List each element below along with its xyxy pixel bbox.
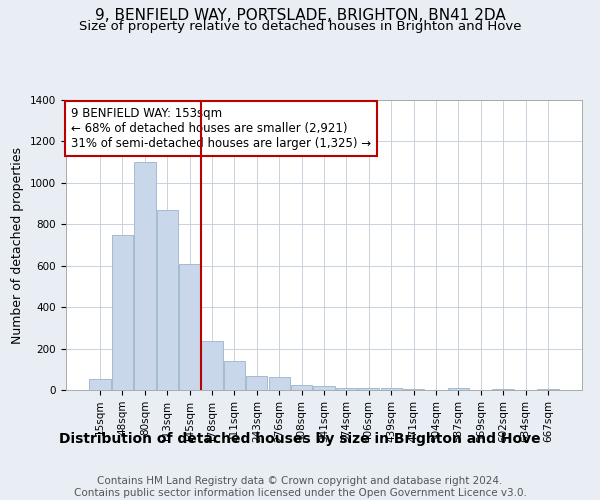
Text: Distribution of detached houses by size in Brighton and Hove: Distribution of detached houses by size … [59, 432, 541, 446]
Bar [291, 385, 312, 390]
Y-axis label: Number of detached properties: Number of detached properties [11, 146, 25, 344]
Bar [246, 376, 268, 390]
Bar [403, 389, 424, 390]
Bar [493, 389, 514, 390]
Text: 9, BENFIELD WAY, PORTSLADE, BRIGHTON, BN41 2DA: 9, BENFIELD WAY, PORTSLADE, BRIGHTON, BN… [95, 8, 505, 22]
Bar [358, 388, 379, 390]
Text: Contains HM Land Registry data © Crown copyright and database right 2024.
Contai: Contains HM Land Registry data © Crown c… [74, 476, 526, 498]
Bar [380, 388, 402, 390]
Bar [134, 162, 155, 390]
Bar [336, 388, 357, 390]
Bar [157, 210, 178, 390]
Text: 9 BENFIELD WAY: 153sqm
← 68% of detached houses are smaller (2,921)
31% of semi-: 9 BENFIELD WAY: 153sqm ← 68% of detached… [71, 108, 371, 150]
Bar [202, 342, 223, 390]
Bar [112, 234, 133, 390]
Bar [89, 378, 111, 390]
Bar [269, 376, 290, 390]
Bar [448, 388, 469, 390]
Bar [313, 386, 335, 390]
Bar [537, 389, 559, 390]
Bar [224, 361, 245, 390]
Text: Size of property relative to detached houses in Brighton and Hove: Size of property relative to detached ho… [79, 20, 521, 33]
Bar [179, 264, 200, 390]
